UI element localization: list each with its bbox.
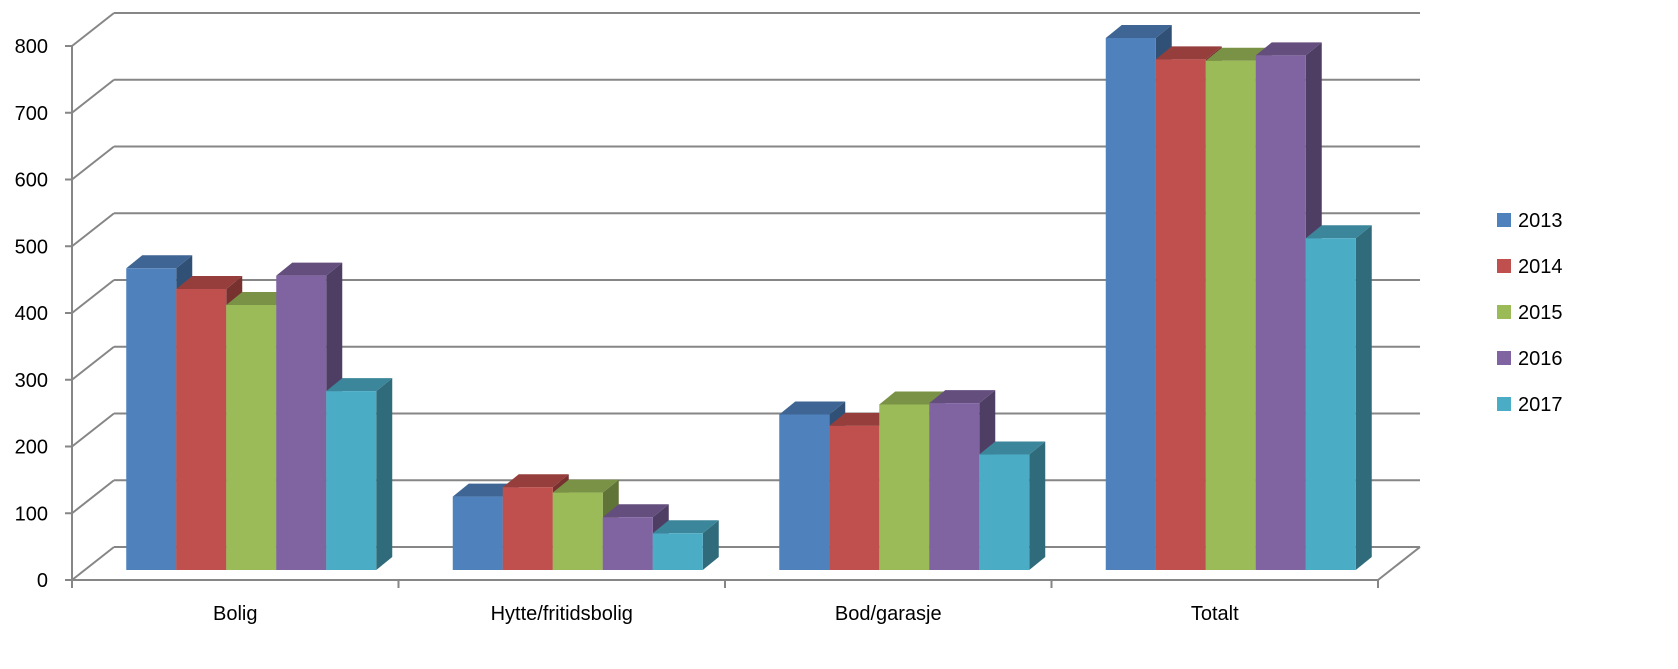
- legend-label: 2013: [1518, 210, 1563, 232]
- legend-item: 2013: [1497, 210, 1563, 232]
- bar: [326, 378, 392, 570]
- y-tick-label: 200: [15, 437, 48, 459]
- legend-item: 2016: [1497, 348, 1563, 370]
- bar: [979, 442, 1045, 570]
- legend-swatch: [1497, 305, 1511, 319]
- y-tick-label: 700: [15, 103, 48, 125]
- legend-item: 2015: [1497, 302, 1563, 324]
- gridline-800: [72, 13, 1420, 46]
- bars: [126, 25, 1372, 570]
- y-axis-tick-labels: 0 100 200 300 400 500 600 700 800: [15, 36, 48, 592]
- legend-swatch: [1497, 351, 1511, 365]
- x-category-label: Bod/garasje: [835, 603, 942, 625]
- y-tick-label: 100: [15, 503, 48, 525]
- legend-label: 2014: [1518, 256, 1563, 278]
- legend-swatch: [1497, 259, 1511, 273]
- x-axis-category-labels: Bolig Hytte/fritidsbolig Bod/garasje Totalt: [213, 603, 1239, 625]
- x-category-label: Totalt: [1191, 603, 1239, 625]
- y-tick-label: 0: [37, 570, 48, 592]
- floor-right-edge: [1378, 547, 1420, 580]
- legend-label: 2016: [1518, 348, 1563, 370]
- y-tick-label: 400: [15, 303, 48, 325]
- legend-label: 2017: [1518, 394, 1563, 416]
- y-tick-label: 800: [15, 36, 48, 58]
- legend-label: 2015: [1518, 302, 1563, 324]
- y-tick-label: 500: [15, 236, 48, 258]
- bar-group-Bod/garasje: [779, 390, 1045, 570]
- legend-item: 2017: [1497, 394, 1563, 416]
- bar: [653, 520, 719, 570]
- x-category-label: Bolig: [213, 603, 257, 625]
- bar-group-Totalt: [1106, 25, 1372, 570]
- legend-swatch: [1497, 397, 1511, 411]
- x-category-label: Hytte/fritidsbolig: [491, 603, 633, 625]
- legend: 2013 2014 2015 2016 2017: [1497, 210, 1563, 416]
- legend-swatch: [1497, 213, 1511, 227]
- y-tick-label: 300: [15, 370, 48, 392]
- bar: [1306, 225, 1372, 570]
- legend-item: 2014: [1497, 256, 1563, 278]
- bar-group-Bolig: [126, 255, 392, 570]
- bar-group-Hytte/fritidsbolig: [453, 474, 719, 570]
- y-tick-label: 600: [15, 170, 48, 192]
